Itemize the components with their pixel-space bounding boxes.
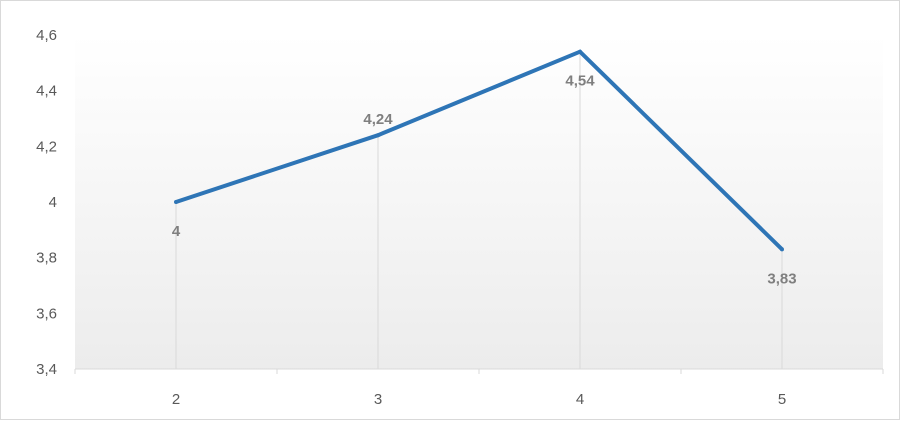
y-tick-label: 4,2	[36, 138, 57, 155]
series-line	[175, 49, 784, 251]
data-label: 4,54	[565, 73, 595, 90]
x-tick-label: 3	[374, 391, 382, 408]
y-tick-label: 4,4	[36, 83, 57, 100]
x-tick-label: 2	[172, 391, 180, 408]
y-tick-label: 3,6	[36, 305, 57, 322]
data-labels: 4 4,24 4,54 3,83	[172, 73, 797, 288]
series-group	[174, 49, 784, 252]
data-label: 4	[172, 223, 181, 240]
y-tick-label: 4,6	[36, 27, 57, 44]
data-label: 4,24	[363, 111, 393, 128]
y-tick-label: 4	[49, 194, 57, 211]
x-tick-label: 5	[778, 391, 786, 408]
data-point	[780, 247, 784, 252]
data-point	[578, 49, 582, 54]
drop-lines	[175, 51, 783, 369]
y-tick-label: 3,4	[36, 361, 57, 378]
y-tick-label: 3,8	[36, 250, 57, 267]
x-axis: 2 3 4 5	[74, 368, 884, 408]
data-point	[174, 200, 178, 204]
data-label: 3,83	[767, 270, 796, 287]
y-axis-labels: 3,4 3,6 3,8 4 4,2 4,4 4,6	[36, 27, 57, 378]
x-tick-label: 4	[576, 391, 584, 408]
data-point	[376, 133, 380, 138]
plot-area	[75, 35, 883, 369]
